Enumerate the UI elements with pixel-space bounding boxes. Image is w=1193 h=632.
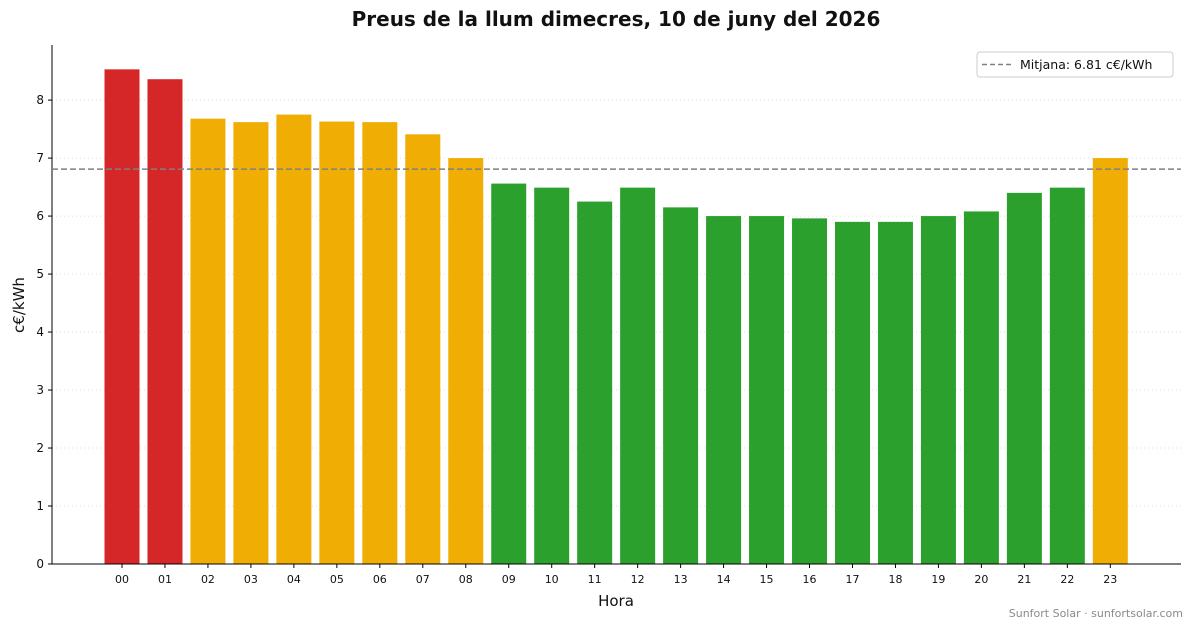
y-ticks: 0 1 2 3 4 5 6 7 8 [36, 93, 52, 571]
bar-hour-22 [1049, 187, 1085, 564]
x-axis-label: Hora [598, 592, 634, 610]
bar-hour-23 [1092, 158, 1128, 564]
y-tick-label: 5 [36, 267, 44, 281]
bar-hour-10 [534, 187, 570, 564]
y-tick-label: 2 [36, 441, 44, 455]
x-ticks: 00 01 02 03 04 05 06 07 08 09 10 11 12 13 14 15 16 17 18 19… [115, 564, 1117, 586]
x-tick-label: 22 [1060, 573, 1074, 586]
bar-hour-02 [190, 118, 226, 564]
x-tick-label: 09 [502, 573, 516, 586]
bar-hour-16 [792, 218, 828, 564]
bar-hour-09 [491, 183, 527, 564]
legend: Mitjana: 6.81 c€/kWh [976, 51, 1174, 78]
chart-title: Preus de la llum dimecres, 10 de juny de… [352, 7, 881, 31]
y-tick-label: 7 [36, 151, 44, 165]
x-tick-label: 00 [115, 573, 129, 586]
x-tick-label: 11 [588, 573, 602, 586]
x-tick-label: 16 [803, 573, 817, 586]
bar-hour-03 [233, 122, 269, 565]
bar-hour-19 [920, 216, 956, 565]
x-tick-label: 01 [158, 573, 172, 586]
y-tick-label: 3 [36, 383, 44, 397]
y-axis-label: c€/kWh [10, 277, 28, 333]
x-tick-label: 05 [330, 573, 344, 586]
x-tick-label: 23 [1103, 573, 1117, 586]
x-tick-label: 15 [760, 573, 774, 586]
y-tick-label: 4 [36, 325, 44, 339]
bar-hour-18 [877, 221, 913, 565]
bars [104, 69, 1128, 565]
bar-hour-05 [319, 121, 355, 564]
x-tick-label: 18 [888, 573, 902, 586]
legend-average-label: Mitjana: 6.81 c€/kWh [1020, 57, 1152, 72]
bar-hour-08 [448, 158, 484, 564]
bar-hour-01 [147, 79, 183, 564]
x-tick-label: 19 [931, 573, 945, 586]
x-tick-label: 04 [287, 573, 301, 586]
x-tick-label: 13 [674, 573, 688, 586]
x-tick-label: 06 [373, 573, 387, 586]
x-tick-label: 08 [459, 573, 473, 586]
x-tick-label: 14 [717, 573, 731, 586]
bar-hour-04 [276, 114, 312, 564]
y-tick-label: 0 [36, 557, 44, 571]
x-tick-label: 17 [845, 573, 859, 586]
bar-hour-11 [577, 201, 613, 565]
x-tick-label: 02 [201, 573, 215, 586]
bar-hour-07 [405, 134, 441, 564]
x-tick-label: 03 [244, 573, 258, 586]
x-tick-label: 20 [974, 573, 988, 586]
bar-hour-00 [104, 69, 140, 564]
credit-text: Sunfort Solar · sunfortsolar.com [1009, 607, 1183, 620]
bar-hour-13 [663, 207, 699, 564]
x-tick-label: 21 [1017, 573, 1031, 586]
legend-box [976, 51, 1174, 78]
x-tick-label: 07 [416, 573, 430, 586]
bar-hour-12 [620, 187, 656, 564]
y-tick-label: 1 [36, 499, 44, 513]
x-tick-label: 10 [545, 573, 559, 586]
y-tick-label: 8 [36, 93, 44, 107]
bar-hour-21 [1006, 192, 1042, 564]
y-tick-label: 6 [36, 209, 44, 223]
bar-hour-06 [362, 122, 398, 565]
bar-hour-14 [706, 216, 742, 565]
bar-hour-20 [963, 211, 999, 565]
bar-hour-17 [834, 221, 870, 565]
x-tick-label: 12 [631, 573, 645, 586]
axes [51, 45, 1181, 565]
bar-hour-15 [749, 216, 785, 565]
